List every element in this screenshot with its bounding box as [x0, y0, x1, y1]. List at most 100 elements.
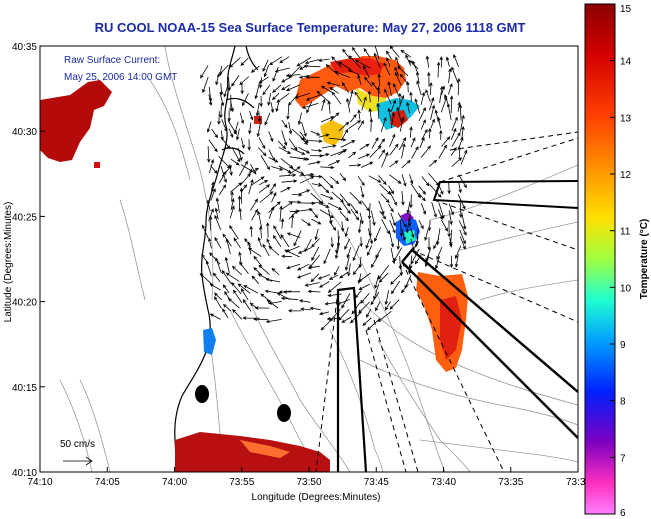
current-vector — [262, 243, 270, 257]
current-vector — [288, 200, 302, 204]
current-vector — [228, 128, 234, 138]
current-vector — [401, 160, 411, 169]
colorbar-tick-label: 9 — [620, 340, 626, 351]
current-vector — [410, 137, 416, 148]
sst-patch-south-shore-fringe — [240, 440, 290, 458]
current-vector — [239, 261, 249, 274]
current-vector — [439, 129, 443, 140]
current-vector — [331, 191, 344, 203]
current-vector — [250, 198, 259, 211]
current-vector — [381, 219, 390, 235]
current-vector — [237, 147, 243, 162]
current-vector — [406, 201, 411, 214]
shipping-lanes — [315, 131, 578, 472]
current-vector — [317, 274, 331, 280]
y-tick-label: 40:10 — [12, 468, 37, 479]
sst-patch-southeast-core — [440, 296, 462, 360]
current-vector — [358, 272, 371, 283]
current-vector — [457, 77, 461, 96]
current-vector — [273, 225, 282, 240]
current-vector — [239, 112, 245, 125]
current-vector — [301, 121, 307, 138]
current-vector — [327, 202, 343, 210]
current-vector — [277, 140, 287, 150]
current-vector — [221, 119, 228, 133]
current-vector — [439, 56, 444, 68]
current-vector — [288, 166, 301, 176]
current-vector — [297, 112, 302, 126]
current-vector — [377, 73, 381, 87]
current-vector — [308, 160, 321, 165]
x-tick-label: 74:10 — [27, 477, 52, 488]
colorbar: 15 14 13 12 11 10 9 8 7 6 Temperature (°C) — [584, 3, 650, 519]
current-vector — [436, 246, 443, 260]
current-vector — [206, 121, 212, 133]
current-vector — [309, 306, 321, 311]
current-vector — [389, 133, 396, 148]
current-vector — [242, 299, 252, 312]
sst-patch-northwest — [40, 80, 112, 162]
current-vector — [429, 184, 442, 198]
sst-patch-north-center-core — [330, 58, 384, 76]
current-vector — [320, 165, 335, 170]
current-vector — [275, 102, 280, 113]
current-vector — [218, 184, 227, 196]
current-vector — [200, 65, 209, 79]
current-vector — [268, 157, 279, 163]
current-vector — [341, 316, 352, 323]
current-vector — [298, 147, 311, 154]
current-vector — [359, 143, 370, 150]
current-vector — [265, 319, 282, 324]
current-vector — [461, 125, 465, 139]
current-vector — [448, 67, 452, 84]
current-vector — [389, 160, 399, 168]
colorbar-label: Temperature (°C) — [639, 219, 650, 300]
current-vector — [348, 120, 362, 130]
current-vector — [369, 145, 382, 158]
current-vector — [266, 222, 270, 238]
current-vector — [281, 130, 288, 147]
current-vector — [303, 64, 321, 68]
current-vector — [202, 76, 209, 94]
current-vector — [281, 179, 298, 183]
colorbar-tick-label: 13 — [620, 113, 632, 124]
current-vector — [311, 246, 320, 262]
current-vector — [341, 81, 349, 93]
sst-patch-southwest — [203, 328, 216, 355]
colorbar-tick-label: 12 — [620, 170, 632, 181]
current-vector — [389, 143, 399, 156]
current-vector — [348, 55, 362, 69]
current-vector — [383, 62, 391, 76]
current-vector — [259, 191, 274, 203]
current-vector — [339, 172, 347, 182]
current-vector — [320, 319, 333, 331]
current-vector — [459, 229, 466, 245]
current-vector — [321, 98, 326, 112]
lane-dashed-2 — [433, 199, 578, 251]
current-vector — [310, 130, 321, 136]
current-vector — [358, 283, 370, 291]
current-vector — [244, 238, 252, 248]
current-vector — [212, 272, 221, 282]
current-vector — [329, 221, 337, 231]
current-vector — [209, 313, 221, 320]
current-vector — [310, 200, 323, 205]
current-vector — [301, 219, 312, 226]
current-vector — [230, 198, 235, 211]
current-vector — [340, 128, 349, 141]
current-vector — [260, 155, 270, 171]
current-vector — [429, 97, 435, 111]
current-vector — [218, 156, 231, 169]
marker-dot-1 — [195, 385, 209, 403]
current-vector — [448, 83, 453, 95]
current-vector — [427, 220, 432, 232]
current-vector — [263, 64, 270, 78]
current-vector — [217, 111, 221, 126]
current-vector — [380, 193, 390, 203]
current-vector — [311, 238, 320, 248]
current-vector — [235, 128, 240, 141]
current-vector — [384, 88, 392, 105]
current-vector — [460, 149, 468, 165]
current-vector — [268, 201, 281, 213]
current-vector — [331, 91, 342, 105]
